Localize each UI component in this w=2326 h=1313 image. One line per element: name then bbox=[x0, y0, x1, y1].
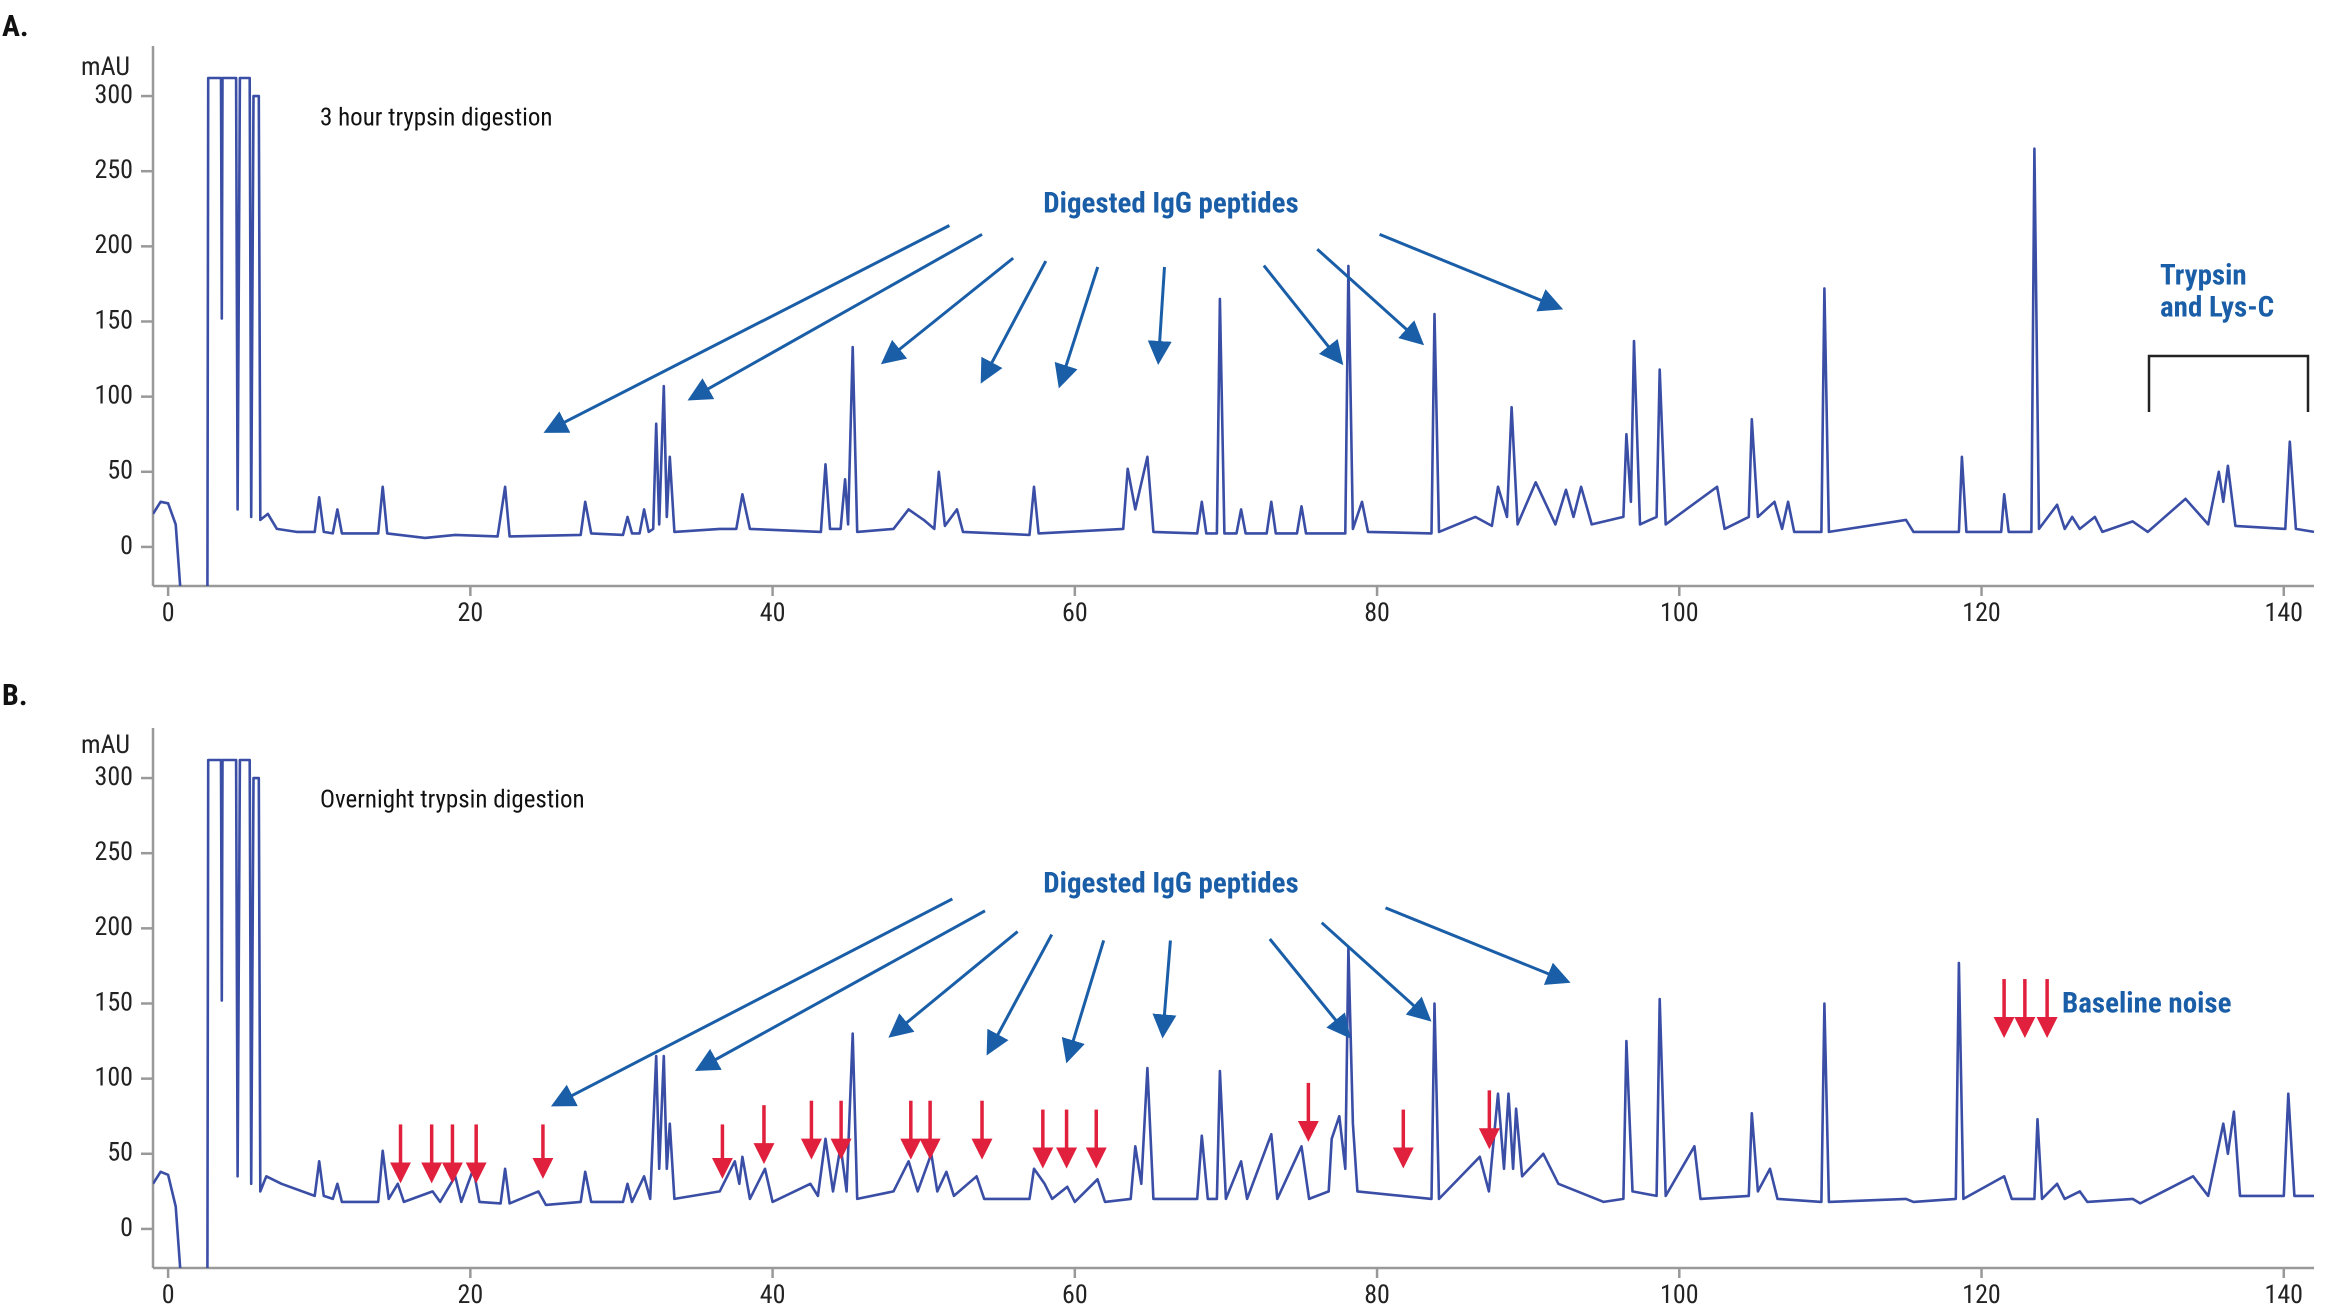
annotation-arrow bbox=[1320, 921, 1432, 1022]
y-tick-label: 300 bbox=[94, 80, 133, 110]
y-tick-label: 150 bbox=[94, 987, 133, 1017]
x-tick-label: 60 bbox=[1062, 1280, 1088, 1310]
y-tick-label: 300 bbox=[94, 762, 133, 792]
annotation-arrow bbox=[550, 897, 954, 1107]
y-tick-label: 0 bbox=[120, 1213, 133, 1243]
x-tick-label: 80 bbox=[1364, 598, 1390, 628]
y-tick-label: 200 bbox=[94, 912, 133, 942]
x-tick-label: 120 bbox=[1962, 1280, 2001, 1310]
x-tick-label: 140 bbox=[2265, 598, 2304, 628]
x-tick-label: 40 bbox=[760, 598, 786, 628]
trace bbox=[153, 76, 2315, 586]
annotation-arrow bbox=[1379, 232, 1564, 312]
annotation-arrow bbox=[880, 256, 1015, 365]
annotation-arrow bbox=[980, 260, 1048, 384]
annotation-arrow bbox=[687, 233, 983, 401]
y-tick-label: 150 bbox=[94, 305, 133, 335]
y-tick-label: 100 bbox=[94, 381, 133, 411]
annotation-arrow bbox=[1152, 940, 1177, 1039]
subtitle: Overnight trypsin digestion bbox=[320, 786, 585, 815]
x-tick-label: 20 bbox=[458, 598, 484, 628]
annotation-arrow bbox=[694, 909, 986, 1071]
x-tick-label: 20 bbox=[458, 1280, 484, 1310]
y-axis-label: mAU bbox=[81, 52, 130, 82]
x-tick-label: 140 bbox=[2265, 1280, 2304, 1310]
x-tick-label: 0 bbox=[162, 598, 175, 628]
annotation-arrow bbox=[1147, 266, 1172, 365]
annotation-arrow bbox=[1061, 940, 1106, 1064]
subtitle: 3 hour trypsin digestion bbox=[320, 104, 552, 133]
y-tick-label: 0 bbox=[120, 531, 133, 561]
annotation: Digested IgG peptides bbox=[1043, 867, 1298, 901]
annotation: Baseline noise bbox=[2062, 987, 2232, 1021]
annotation-arrow bbox=[1268, 938, 1351, 1039]
annotation-arrow bbox=[1384, 906, 1571, 985]
annotation-arrow bbox=[1262, 264, 1344, 366]
x-tick-label: 100 bbox=[1660, 598, 1699, 628]
panel-label: B. bbox=[2, 678, 28, 713]
y-axis-label: mAU bbox=[81, 730, 130, 760]
x-tick-label: 100 bbox=[1660, 1280, 1699, 1310]
annotation-arrow bbox=[1054, 266, 1100, 389]
annotation: Digested IgG peptides bbox=[1043, 187, 1298, 221]
annotation-arrow bbox=[543, 224, 951, 433]
y-tick-label: 50 bbox=[107, 1138, 133, 1168]
y-tick-label: 50 bbox=[107, 456, 133, 486]
y-tick-label: 200 bbox=[94, 230, 133, 260]
bracket bbox=[2147, 354, 2310, 412]
y-tick-label: 250 bbox=[94, 837, 133, 867]
y-tick-label: 250 bbox=[94, 155, 133, 185]
annotation-arrow bbox=[1316, 248, 1425, 346]
x-tick-label: 80 bbox=[1364, 1280, 1390, 1310]
x-tick-label: 120 bbox=[1962, 598, 2001, 628]
x-tick-label: 60 bbox=[1062, 598, 1088, 628]
annotation: and Lys-C bbox=[2160, 291, 2274, 325]
annotation-arrow bbox=[986, 933, 1054, 1056]
trace bbox=[153, 758, 2314, 1268]
x-tick-label: 0 bbox=[162, 1280, 175, 1310]
y-tick-label: 100 bbox=[94, 1063, 133, 1093]
x-tick-label: 40 bbox=[760, 1280, 786, 1310]
annotation: Trypsin bbox=[2160, 259, 2247, 293]
annotation-arrow bbox=[888, 930, 1019, 1038]
panel-label: A. bbox=[2, 9, 29, 44]
